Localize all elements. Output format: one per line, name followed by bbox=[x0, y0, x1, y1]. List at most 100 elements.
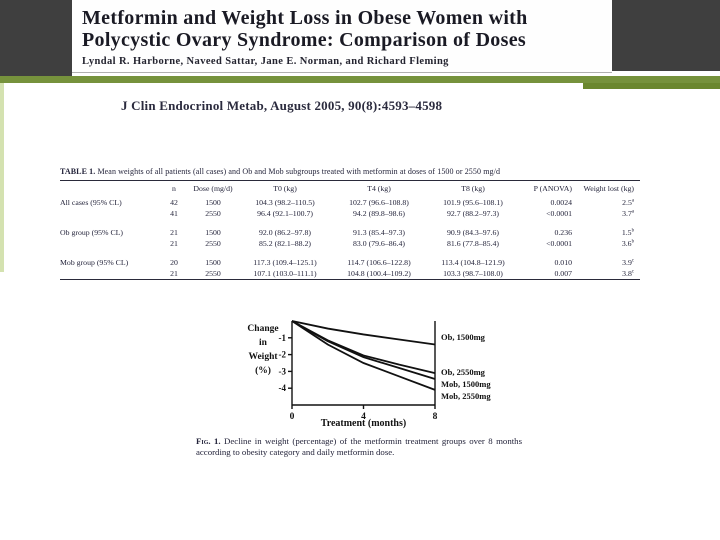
x-axis-label: Treatment (months) bbox=[321, 418, 406, 429]
table-header-row: n Dose (mg/d) T0 (kg) T4 (kg) T8 (kg) P (ANOV… bbox=[60, 181, 640, 198]
table-cell: 21 bbox=[170, 228, 178, 237]
y-axis-label: Weight bbox=[248, 352, 278, 362]
x-tick-label: 8 bbox=[433, 412, 438, 422]
table-cell: 81.6 (77.8–85.4) bbox=[447, 239, 499, 248]
header-gray-block-left bbox=[0, 0, 72, 76]
table-cell bbox=[60, 238, 160, 249]
paper-header: Metformin and Weight Loss in Obese Women… bbox=[72, 0, 612, 73]
legend-label: Ob, 1500mg bbox=[441, 332, 486, 342]
table-column-header: T8 (kg) bbox=[461, 184, 485, 193]
table-cell: 102.7 (96.6–108.8) bbox=[349, 198, 409, 207]
table-row: Mob group (95% CL) 20 1500 117.3 (109.4–125… bbox=[60, 249, 640, 268]
table-cell: 1500 bbox=[205, 228, 221, 237]
table-column-header: P (ANOVA) bbox=[533, 184, 572, 193]
y-tick-label: -4 bbox=[279, 383, 287, 393]
table-cell: 20 bbox=[170, 258, 178, 267]
table-cell: 3.9c bbox=[622, 258, 634, 267]
table-caption-text: Mean weights of all patients (all cases)… bbox=[97, 167, 501, 176]
table-cell: 96.4 (92.1–100.7) bbox=[257, 209, 313, 218]
y-tick-label: -3 bbox=[279, 366, 287, 376]
table-cell: 92.0 (86.2–97.8) bbox=[259, 228, 311, 237]
table-cell: All cases (95% CL) bbox=[60, 198, 122, 207]
table-caption-lead: TABLE 1. bbox=[60, 167, 96, 176]
table-cell: 21 bbox=[170, 239, 178, 248]
y-axis-label: in bbox=[259, 338, 268, 348]
table-cell: 0.007 bbox=[554, 269, 572, 278]
table-cell: 3.8c bbox=[622, 269, 634, 278]
x-tick-label: 4 bbox=[361, 412, 366, 422]
figure-caption-text: Decline in weight (percentage) of the me… bbox=[196, 436, 522, 458]
table-column-header: Weight lost (kg) bbox=[583, 184, 634, 193]
paper-title: Metformin and Weight Loss in Obese Women… bbox=[82, 7, 602, 51]
table-cell: <0.0001 bbox=[546, 239, 572, 248]
table-section: TABLE 1. Mean weights of all patients (a… bbox=[60, 167, 640, 280]
table-cell: 42 bbox=[170, 198, 178, 207]
table-cell: 1500 bbox=[205, 198, 221, 207]
figure-chart: -1 -2 -3 -4 0 4 8 Change in Weight (%) Ob, 1500mg Ob… bbox=[235, 315, 565, 440]
y-axis-label: Change bbox=[247, 324, 278, 334]
table-body: All cases (95% CL) 42 1500 104.3 (98.2–110.… bbox=[60, 197, 640, 280]
legend-label: Ob, 2550mg bbox=[441, 367, 486, 377]
table-column-header: n bbox=[172, 184, 176, 193]
table-cell: 1500 bbox=[205, 258, 221, 267]
y-axis-label: (%) bbox=[255, 365, 271, 376]
journal-citation: J Clin Endocrinol Metab, August 2005, 90… bbox=[121, 98, 443, 113]
header-gray-block-right bbox=[612, 0, 720, 71]
table-cell: 103.3 (98.7–108.0) bbox=[443, 269, 503, 278]
figure-caption: Fig. 1. Decline in weight (percentage) o… bbox=[196, 436, 522, 459]
table-cell: 114.7 (106.6–122.8) bbox=[347, 258, 411, 267]
table-column-header: T0 (kg) bbox=[273, 184, 297, 193]
legend-label: Mob, 1500mg bbox=[441, 379, 491, 389]
table-cell: 2.5a bbox=[622, 198, 634, 207]
table-row: Ob group (95% CL) 21 1500 92.0 (86.2–97.8) 9… bbox=[60, 219, 640, 238]
table-cell: 0.0024 bbox=[550, 198, 572, 207]
table-row: 21 2550 107.1 (103.0–111.1) 104.8 (100.4–10… bbox=[60, 268, 640, 280]
y-tick-label: -1 bbox=[279, 333, 287, 343]
table-column-header: Dose (mg/d) bbox=[193, 184, 233, 193]
table-cell: 85.2 (82.1–88.2) bbox=[259, 239, 311, 248]
table-cell: 3.7a bbox=[622, 209, 634, 218]
accent-bar bbox=[0, 76, 720, 83]
weight-chart: -1 -2 -3 -4 0 4 8 Change in Weight (%) Ob, 1500mg Ob… bbox=[247, 320, 491, 429]
table-cell: 83.0 (79.6–86.4) bbox=[353, 239, 405, 248]
table-row: All cases (95% CL) 42 1500 104.3 (98.2–110.… bbox=[60, 197, 640, 208]
table-cell: 107.1 (103.0–111.1) bbox=[253, 269, 317, 278]
y-tick-label: -2 bbox=[279, 350, 287, 360]
table-cell: <0.0001 bbox=[546, 209, 572, 218]
results-table: n Dose (mg/d) T0 (kg) T4 (kg) T8 (kg) P (ANOV… bbox=[60, 180, 640, 280]
paper-title-line2: Polycystic Ovary Syndrome: Comparison of… bbox=[82, 29, 526, 51]
paper-authors: Lyndal R. Harborne, Naveed Sattar, Jane … bbox=[82, 56, 449, 67]
table-cell: 92.7 (88.2–97.3) bbox=[447, 209, 499, 218]
table-cell: 1.5b bbox=[621, 228, 634, 237]
table-row: 41 2550 96.4 (92.1–100.7) 94.2 (89.8–98.6) 9… bbox=[60, 208, 640, 219]
table-cell: 104.8 (100.4–109.2) bbox=[347, 269, 411, 278]
paper-title-line1: Metformin and Weight Loss in Obese Women… bbox=[82, 7, 528, 29]
table-cell: 2550 bbox=[205, 269, 221, 278]
table-cell: 21 bbox=[170, 269, 178, 278]
table-cell: 3.6b bbox=[621, 239, 634, 248]
table-cell: 101.9 (95.6–108.1) bbox=[443, 198, 503, 207]
table-cell: 117.3 (109.4–125.1) bbox=[253, 258, 317, 267]
table-cell: 104.3 (98.2–110.5) bbox=[255, 198, 315, 207]
accent-stripe-left bbox=[0, 83, 4, 272]
table-cell: Mob group (95% CL) bbox=[60, 258, 129, 267]
table-cell: 41 bbox=[170, 209, 178, 218]
series-line bbox=[291, 320, 436, 346]
accent-bar-right bbox=[583, 83, 720, 89]
series-line bbox=[291, 320, 436, 391]
figure-caption-lead: Fig. 1. bbox=[196, 436, 221, 446]
table-cell bbox=[60, 268, 160, 280]
table-row: 21 2550 85.2 (82.1–88.2) 83.0 (79.6–86.4) 81… bbox=[60, 238, 640, 249]
x-tick-label: 0 bbox=[290, 412, 295, 422]
table-caption: TABLE 1. Mean weights of all patients (a… bbox=[60, 167, 640, 176]
table-cell: Ob group (95% CL) bbox=[60, 228, 124, 237]
legend-label: Mob, 2550mg bbox=[441, 391, 491, 401]
series-line bbox=[291, 320, 436, 374]
table-cell: 91.3 (85.4–97.3) bbox=[353, 228, 405, 237]
table-cell bbox=[60, 208, 160, 219]
table-cell: 2550 bbox=[205, 209, 221, 218]
table-cell: 2550 bbox=[205, 239, 221, 248]
table-cell: 90.9 (84.3–97.6) bbox=[447, 228, 499, 237]
table-cell: 0.010 bbox=[554, 258, 572, 267]
table-column-header: T4 (kg) bbox=[367, 184, 391, 193]
